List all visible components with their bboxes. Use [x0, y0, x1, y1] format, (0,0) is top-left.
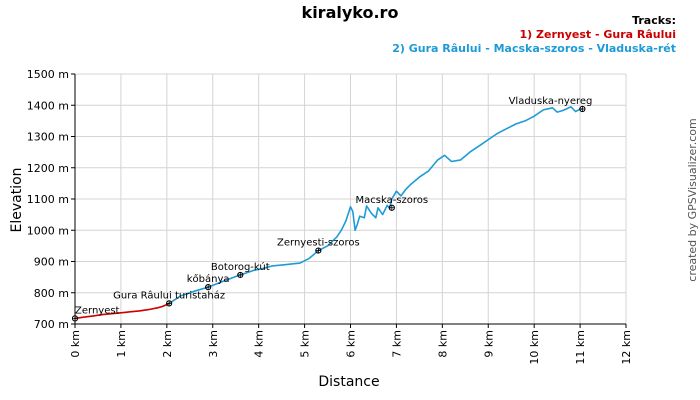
- x-tick-label-12: 12 km: [620, 330, 633, 365]
- x-tick-label-8: 8 km: [436, 330, 449, 358]
- legend-entry-track-2: 2) Gura Râului - Macska-szoros - Vladusk…: [392, 42, 676, 55]
- waypoints: Zernyest Gura Râului turistaház kőbányaBot…: [71, 96, 593, 322]
- x-tick-label-1: 1 km: [115, 330, 128, 358]
- y-tick-label-8: 1500 m: [27, 68, 69, 81]
- series-line-1: [74, 302, 170, 320]
- y-tick-label-6: 1300 m: [27, 131, 69, 144]
- x-axis-ticks: 0 km 1 km 2 km 3 km 4 km 5 km 6 km 7 km 8 km 9 km…: [69, 324, 633, 365]
- x-tick-label-7: 7 km: [390, 330, 403, 358]
- x-tick-label-5: 5 km: [299, 330, 312, 358]
- chart-title: kiralyko.ro: [302, 3, 399, 22]
- y-tick-label-0: 700 m: [34, 318, 69, 331]
- x-tick-label-9: 9 km: [482, 330, 495, 358]
- waypoint-label-0: Zernyest: [75, 305, 120, 316]
- y-tick-label-5: 1200 m: [27, 162, 69, 175]
- grid: [74, 73, 627, 325]
- waypoint-label-2: kőbánya: [187, 273, 230, 285]
- y-tick-label-2: 900 m: [34, 256, 69, 269]
- y-tick-label-4: 1100 m: [27, 193, 69, 206]
- x-axis-label: Distance: [318, 374, 379, 390]
- y-tick-label-7: 1400 m: [27, 99, 69, 112]
- x-tick-label-0: 0 km: [69, 330, 82, 358]
- x-tick-label-10: 10 km: [528, 330, 541, 365]
- legend-title: Tracks:: [632, 14, 676, 27]
- x-tick-label-6: 6 km: [345, 330, 358, 358]
- y-tick-label-3: 1000 m: [27, 224, 69, 237]
- legend: Tracks: 1) Zernyest - Gura Râului 2) Gur…: [392, 14, 676, 55]
- x-tick-label-2: 2 km: [161, 330, 174, 358]
- y-axis-ticks: 700 m 800 m 900 m 1000 m 1100 m 1200 m 1300 m 1…: [27, 68, 75, 331]
- x-tick-label-11: 11 km: [574, 330, 587, 365]
- waypoint-label-3: Botorog-kút: [211, 261, 270, 273]
- legend-entry-track-1: 1) Zernyest - Gura Râului: [520, 28, 677, 41]
- series-lines: [74, 106, 583, 320]
- waypoint-label-6: Vladuska-nyereg: [509, 96, 593, 107]
- y-tick-label-1: 800 m: [34, 287, 69, 300]
- series-line-2: [168, 106, 583, 305]
- waypoint-label-5: Macska-szoros: [356, 195, 429, 206]
- y-axis-label: Elevation: [9, 167, 25, 232]
- x-tick-label-4: 4 km: [253, 330, 266, 358]
- x-tick-label-3: 3 km: [207, 330, 220, 358]
- waypoint-label-4: Zernyesti-szoros: [277, 238, 360, 249]
- credit-text: created by GPSVisualizer.com: [686, 118, 699, 281]
- waypoint-label-1: Gura Râului turistaház: [113, 289, 225, 301]
